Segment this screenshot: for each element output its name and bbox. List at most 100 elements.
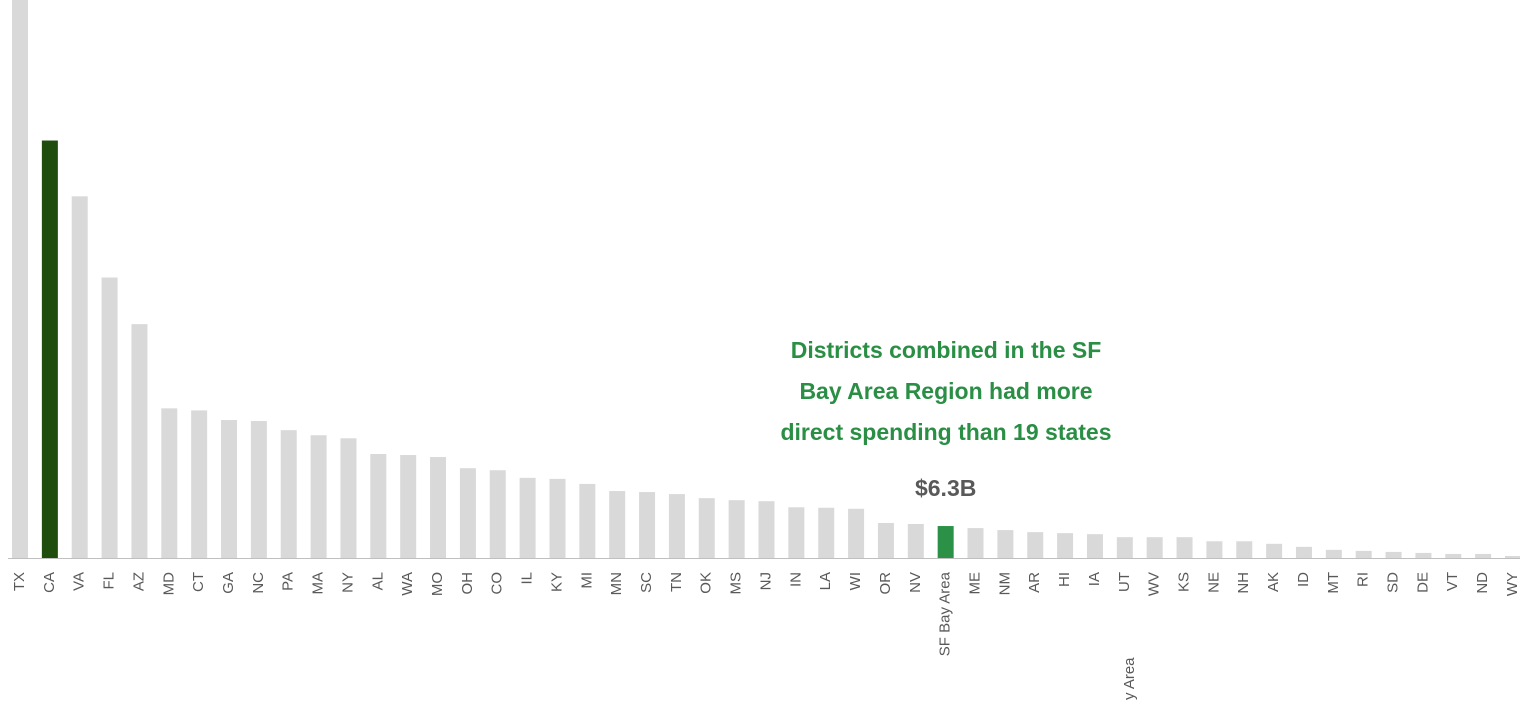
bar [698, 498, 715, 558]
bar [997, 530, 1014, 558]
bar [579, 483, 596, 558]
x-tick-label: OH [459, 572, 476, 595]
x-tick-label: KY [548, 572, 565, 592]
x-tick-label: CO [489, 572, 506, 595]
x-tick-label: LA [817, 572, 834, 590]
bar [41, 140, 58, 559]
x-tick-label: MO [429, 572, 446, 596]
x-tick-label: NE [1205, 572, 1222, 593]
bar [818, 507, 835, 558]
bar [937, 526, 954, 558]
bar [370, 454, 387, 558]
x-tick-label: SC [638, 572, 655, 593]
x-tick-label: SD [1385, 572, 1402, 593]
x-tick-label: AR [1026, 572, 1043, 593]
x-tick-label: NH [1235, 572, 1252, 594]
bar [459, 468, 476, 558]
x-tick-label: DE [1414, 572, 1431, 593]
bar [848, 508, 865, 558]
x-tick-label: PA [280, 572, 297, 591]
x-tick-label: IN [787, 572, 804, 587]
x-tick-label: TX [11, 572, 28, 591]
value-label: $6.3B [915, 475, 976, 501]
x-tick-label: SF Bay Area [937, 571, 954, 656]
x-tick-label: WI [847, 572, 864, 590]
x-tick-label: CA [41, 572, 58, 593]
bar [788, 507, 805, 558]
x-tick-label: WY [1504, 572, 1520, 596]
bar [1266, 543, 1283, 558]
bar [1086, 534, 1103, 558]
x-tick-label: VA [71, 572, 88, 591]
x-tick-label: NC [250, 572, 267, 594]
stray-label: y Area [1121, 657, 1138, 700]
bar [1385, 551, 1402, 558]
bar [728, 500, 745, 558]
bar [250, 421, 267, 558]
annotation-line: direct spending than 19 states [780, 419, 1111, 445]
bar [12, 0, 28, 558]
x-tick-label: UT [1116, 572, 1133, 592]
bar [1505, 555, 1520, 558]
x-tick-label: RI [1355, 572, 1372, 587]
x-tick-label: NV [907, 572, 924, 593]
x-tick-label: KS [1176, 572, 1193, 592]
bar [1445, 553, 1462, 558]
bar [1146, 537, 1163, 558]
bar [430, 457, 447, 558]
x-tick-label: TN [668, 572, 685, 592]
bar [907, 524, 924, 558]
bar [101, 277, 118, 558]
x-tick-label: MA [310, 572, 327, 595]
x-tick-label: IA [1086, 572, 1103, 586]
x-tick-label: MN [608, 572, 625, 595]
bar [1057, 533, 1074, 558]
bar [280, 430, 297, 558]
bar [310, 435, 327, 558]
bar [1355, 550, 1372, 558]
x-tick-label: ID [1295, 572, 1312, 587]
x-tick-label: NY [339, 572, 356, 593]
x-tick-label: MS [728, 572, 745, 595]
annotation-line: Bay Area Region had more [799, 378, 1092, 404]
bar [967, 528, 984, 558]
bar [609, 491, 626, 558]
x-tick-label: AL [369, 572, 386, 590]
x-tick-label: ND [1474, 572, 1491, 594]
bar [519, 477, 536, 558]
x-tick-label: IL [519, 572, 536, 585]
bar [340, 438, 357, 558]
bar [489, 470, 506, 558]
x-tick-label: CT [190, 572, 207, 592]
x-tick-label: WV [1146, 572, 1163, 596]
bar [221, 420, 238, 558]
x-tick-label: MT [1325, 572, 1342, 594]
x-tick-label: NM [996, 572, 1013, 595]
x-tick-label: WA [399, 572, 416, 596]
x-tick-label: OR [877, 572, 894, 595]
x-tick-label: AK [1265, 572, 1282, 592]
bar [71, 196, 88, 558]
x-tick-label: OK [698, 572, 715, 594]
bar [1027, 532, 1044, 558]
x-tick-label: VT [1444, 572, 1461, 591]
bar [1295, 546, 1312, 558]
x-tick-label: GA [220, 572, 237, 594]
bar [549, 478, 566, 558]
x-tick-label: MD [160, 572, 177, 595]
x-tick-label: FL [101, 572, 118, 590]
bar [1176, 537, 1193, 558]
bar [1325, 549, 1342, 558]
bar [1475, 553, 1492, 558]
x-tick-label: ME [966, 572, 983, 595]
bar [400, 455, 417, 558]
bar [1236, 541, 1253, 558]
bar [1415, 552, 1432, 558]
bar [877, 522, 894, 558]
bar [668, 494, 685, 558]
bar [161, 408, 178, 558]
x-tick-label: HI [1056, 572, 1073, 587]
bar [639, 492, 656, 558]
